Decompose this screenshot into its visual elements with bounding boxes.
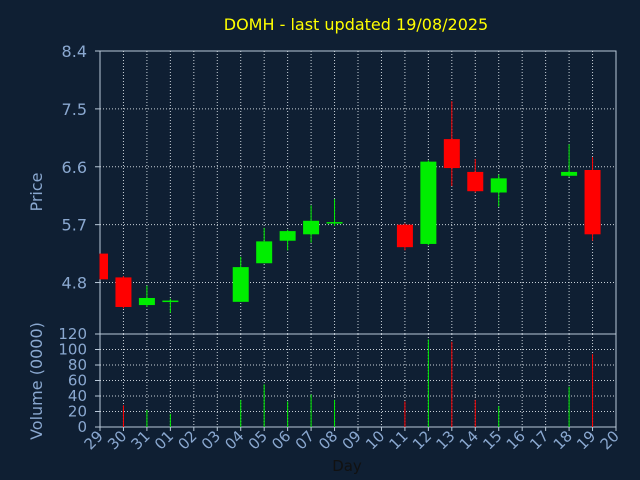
x-tick-label: 02	[174, 427, 200, 453]
volume-tick-label: 0	[77, 418, 87, 436]
price-tick-label: 8.4	[62, 42, 87, 61]
candle-body	[100, 253, 108, 280]
candle-body	[561, 171, 578, 176]
x-tick-label: 18	[550, 427, 576, 453]
candle-body	[115, 277, 132, 307]
x-tick-label: 31	[128, 427, 154, 453]
candle-body	[443, 139, 460, 169]
price-tick-label: 5.7	[62, 216, 87, 235]
candle-body	[467, 171, 484, 192]
x-tick-label: 05	[245, 427, 271, 453]
x-tick-label: 10	[362, 427, 388, 453]
x-tick-label: 06	[268, 427, 294, 453]
price-tick-label: 7.5	[62, 100, 87, 119]
volume-tick-label: 80	[68, 356, 87, 374]
candle-body	[279, 231, 296, 241]
volume-tick-label: 40	[68, 387, 87, 405]
candle-body	[420, 161, 437, 244]
candle-body	[396, 224, 413, 248]
x-tick-label: 19	[573, 427, 599, 453]
candle-body	[138, 297, 155, 306]
x-tick-label: 08	[315, 427, 341, 453]
candle-body	[584, 169, 601, 235]
x-tick-label: 09	[339, 427, 365, 453]
price-axis-label: Price	[27, 172, 46, 211]
x-tick-label: 15	[479, 427, 505, 453]
candle-body	[490, 178, 507, 193]
x-tick-label: 12	[409, 427, 435, 453]
price-y-ticks: 4.8 5.7 6.6 7.5 8.4	[62, 42, 100, 293]
price-tick-label: 6.6	[62, 158, 87, 177]
volume-tick-label: 20	[68, 403, 87, 421]
x-tick-label: 14	[456, 427, 482, 453]
volume-axis-label: Volume (0000)	[27, 322, 46, 440]
x-axis-ticks: 2930310102030405060708091011121314151617…	[81, 427, 623, 453]
x-tick-label: 04	[221, 427, 247, 453]
price-tick-label: 4.8	[62, 274, 87, 293]
volume-tick-label: 100	[58, 341, 87, 359]
volume-bars	[122, 339, 594, 427]
x-tick-label: 11	[386, 427, 412, 453]
x-axis-label: Day	[332, 457, 362, 475]
candle-body	[303, 220, 320, 235]
x-tick-label: 03	[198, 427, 224, 453]
x-tick-label: 13	[432, 427, 458, 453]
volume-grid	[100, 334, 616, 427]
candle-body	[326, 222, 343, 224]
candle-body	[232, 267, 249, 302]
x-tick-label: 20	[597, 427, 623, 453]
volume-tick-label: 60	[68, 372, 87, 390]
x-tick-label: 17	[526, 427, 552, 453]
candle-body	[256, 241, 273, 264]
x-tick-label: 16	[503, 427, 529, 453]
chart-title: DOMH - last updated 19/08/2025	[224, 15, 488, 34]
x-tick-label: 07	[292, 427, 318, 453]
volume-tick-label: 120	[58, 325, 87, 343]
x-tick-label: 30	[104, 427, 130, 453]
price-panel: 4.8 5.7 6.6 7.5 8.4 Price	[27, 42, 617, 335]
price-grid	[100, 51, 616, 334]
candle-body	[162, 300, 179, 303]
candles	[99, 101, 601, 313]
x-tick-label: 01	[151, 427, 177, 453]
